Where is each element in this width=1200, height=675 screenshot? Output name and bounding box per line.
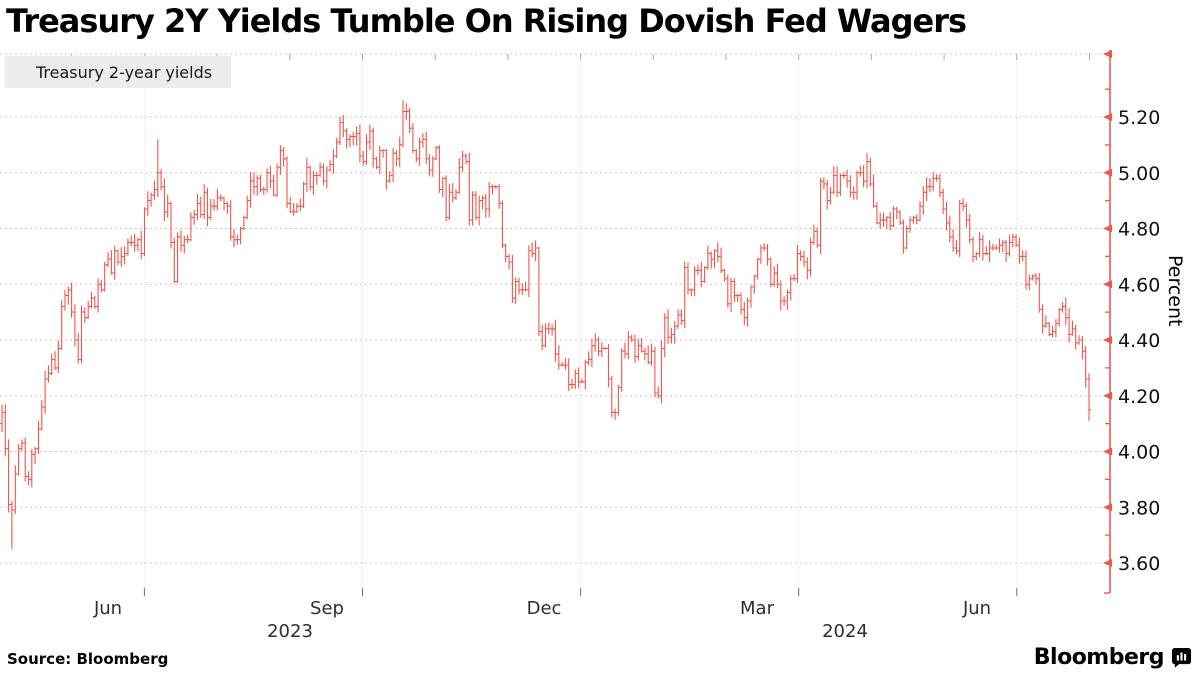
yield-chart: 5.20 5.00 4.80 4.60 4.40 4.20 4.00 3.80 3.60 (0, 50, 1160, 596)
legend-label: Treasury 2-year yields (36, 62, 213, 82)
y-axis-tick-label: 4.00 (1118, 442, 1160, 464)
y-axis-arrow-tick (1103, 391, 1112, 400)
x-axis-month-label: Sep (310, 598, 344, 619)
bloomberg-wordmark: Bloomberg (1033, 645, 1165, 670)
bloomberg-chart-bubble-icon (1171, 647, 1192, 668)
y-axis-tick-label: 4.80 (1118, 219, 1160, 241)
legend-swatch-icon (14, 65, 28, 79)
x-axis-month-label: Dec (526, 598, 562, 619)
y-axis-tick-label: 4.20 (1118, 386, 1160, 408)
y-axis-arrow-tick (1103, 168, 1112, 177)
y-axis-tick-label: 4.60 (1118, 274, 1160, 296)
chart-legend: Treasury 2-year yields (5, 56, 231, 88)
bloomberg-branding: Bloomberg (1034, 645, 1192, 670)
y-axis-arrow-tick (1103, 280, 1112, 289)
y-axis-arrow-tick (1103, 503, 1112, 512)
y-axis-arrow-tick (1103, 559, 1112, 567)
y-axis-tick-label: 3.80 (1118, 497, 1160, 519)
y-axis-arrow-tick (1103, 447, 1112, 456)
y-axis-title: Percent (1164, 255, 1186, 327)
ohlc-bars (0, 100, 1092, 550)
y-axis-tick-label: 5.20 (1118, 107, 1160, 129)
page-title: Treasury 2Y Yields Tumble On Rising Dovi… (6, 2, 967, 40)
source-attribution: Source: Bloomberg (7, 650, 169, 668)
y-axis-tick-label: 3.60 (1118, 553, 1160, 575)
y-axis-tick-label: 5.00 (1118, 163, 1160, 185)
y-axis-arrow-tick (1103, 50, 1112, 58)
y-axis-tick-label: 4.40 (1118, 330, 1160, 352)
x-axis-month-label: Jun (93, 598, 123, 619)
x-axis-year-label: 2024 (822, 621, 868, 642)
y-axis-arrow-tick (1103, 336, 1112, 344)
x-axis-month-label: Jun (962, 598, 992, 619)
x-axis-year-label: 2023 (267, 621, 313, 642)
x-axis-month-label: Mar (740, 598, 774, 619)
y-axis-arrow-tick (1103, 113, 1112, 121)
y-axis-arrow-tick (1103, 224, 1112, 233)
